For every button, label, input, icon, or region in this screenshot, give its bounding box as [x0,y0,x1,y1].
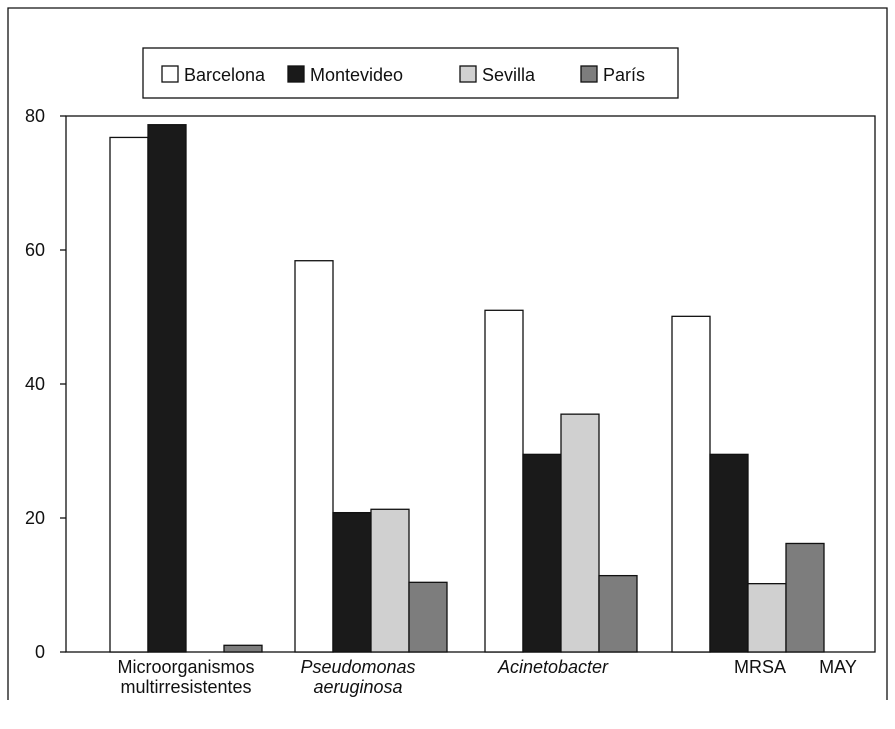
plot-area-border [65,115,876,653]
y-tick-label: 60 [25,240,45,260]
y-tick-label: 80 [25,106,45,126]
category-label: Pseudomonas [300,657,415,677]
category-label: Acinetobacter [497,657,609,677]
legend-swatch [580,65,598,83]
y-tick-label: 40 [25,374,45,394]
bar-barcelona-3 [671,315,711,653]
bar-barcelona-1 [294,260,334,653]
legend-label: París [603,65,645,85]
bar-sevilla-1 [370,508,410,653]
chart-frame [7,7,888,700]
bar-pars-2 [598,574,638,653]
category-label: MRSA [734,657,786,677]
legend-swatch [287,65,305,83]
category-label: aeruginosa [313,677,402,697]
legend: Barcelona Montevideo Sevilla París [142,47,679,99]
bar-montevideo-2 [522,453,562,653]
x-axis-extra-label: MAY [819,657,857,677]
bars [109,124,825,653]
legend-swatch [161,65,179,83]
bar-montevideo-0 [147,124,187,653]
legend-label: Barcelona [184,65,266,85]
bar-barcelona-0 [109,136,149,653]
legend-label: Sevilla [482,65,536,85]
bar-pars-0 [223,644,263,653]
bar-montevideo-3 [709,453,749,653]
legend-swatch [459,65,477,83]
y-axis: 0 20 40 60 80 [25,106,66,662]
category-label: Microorganismos [117,657,254,677]
category-label: multirresistentes [120,677,251,697]
bar-montevideo-1 [332,511,372,653]
bar-pars-3 [785,542,825,653]
bar-sevilla-2 [560,413,600,653]
y-tick-label: 20 [25,508,45,528]
bar-barcelona-2 [484,309,524,653]
bar-sevilla-3 [747,583,787,653]
legend-label: Montevideo [310,65,403,85]
bar-pars-1 [408,581,448,653]
y-tick-label: 0 [35,642,45,662]
